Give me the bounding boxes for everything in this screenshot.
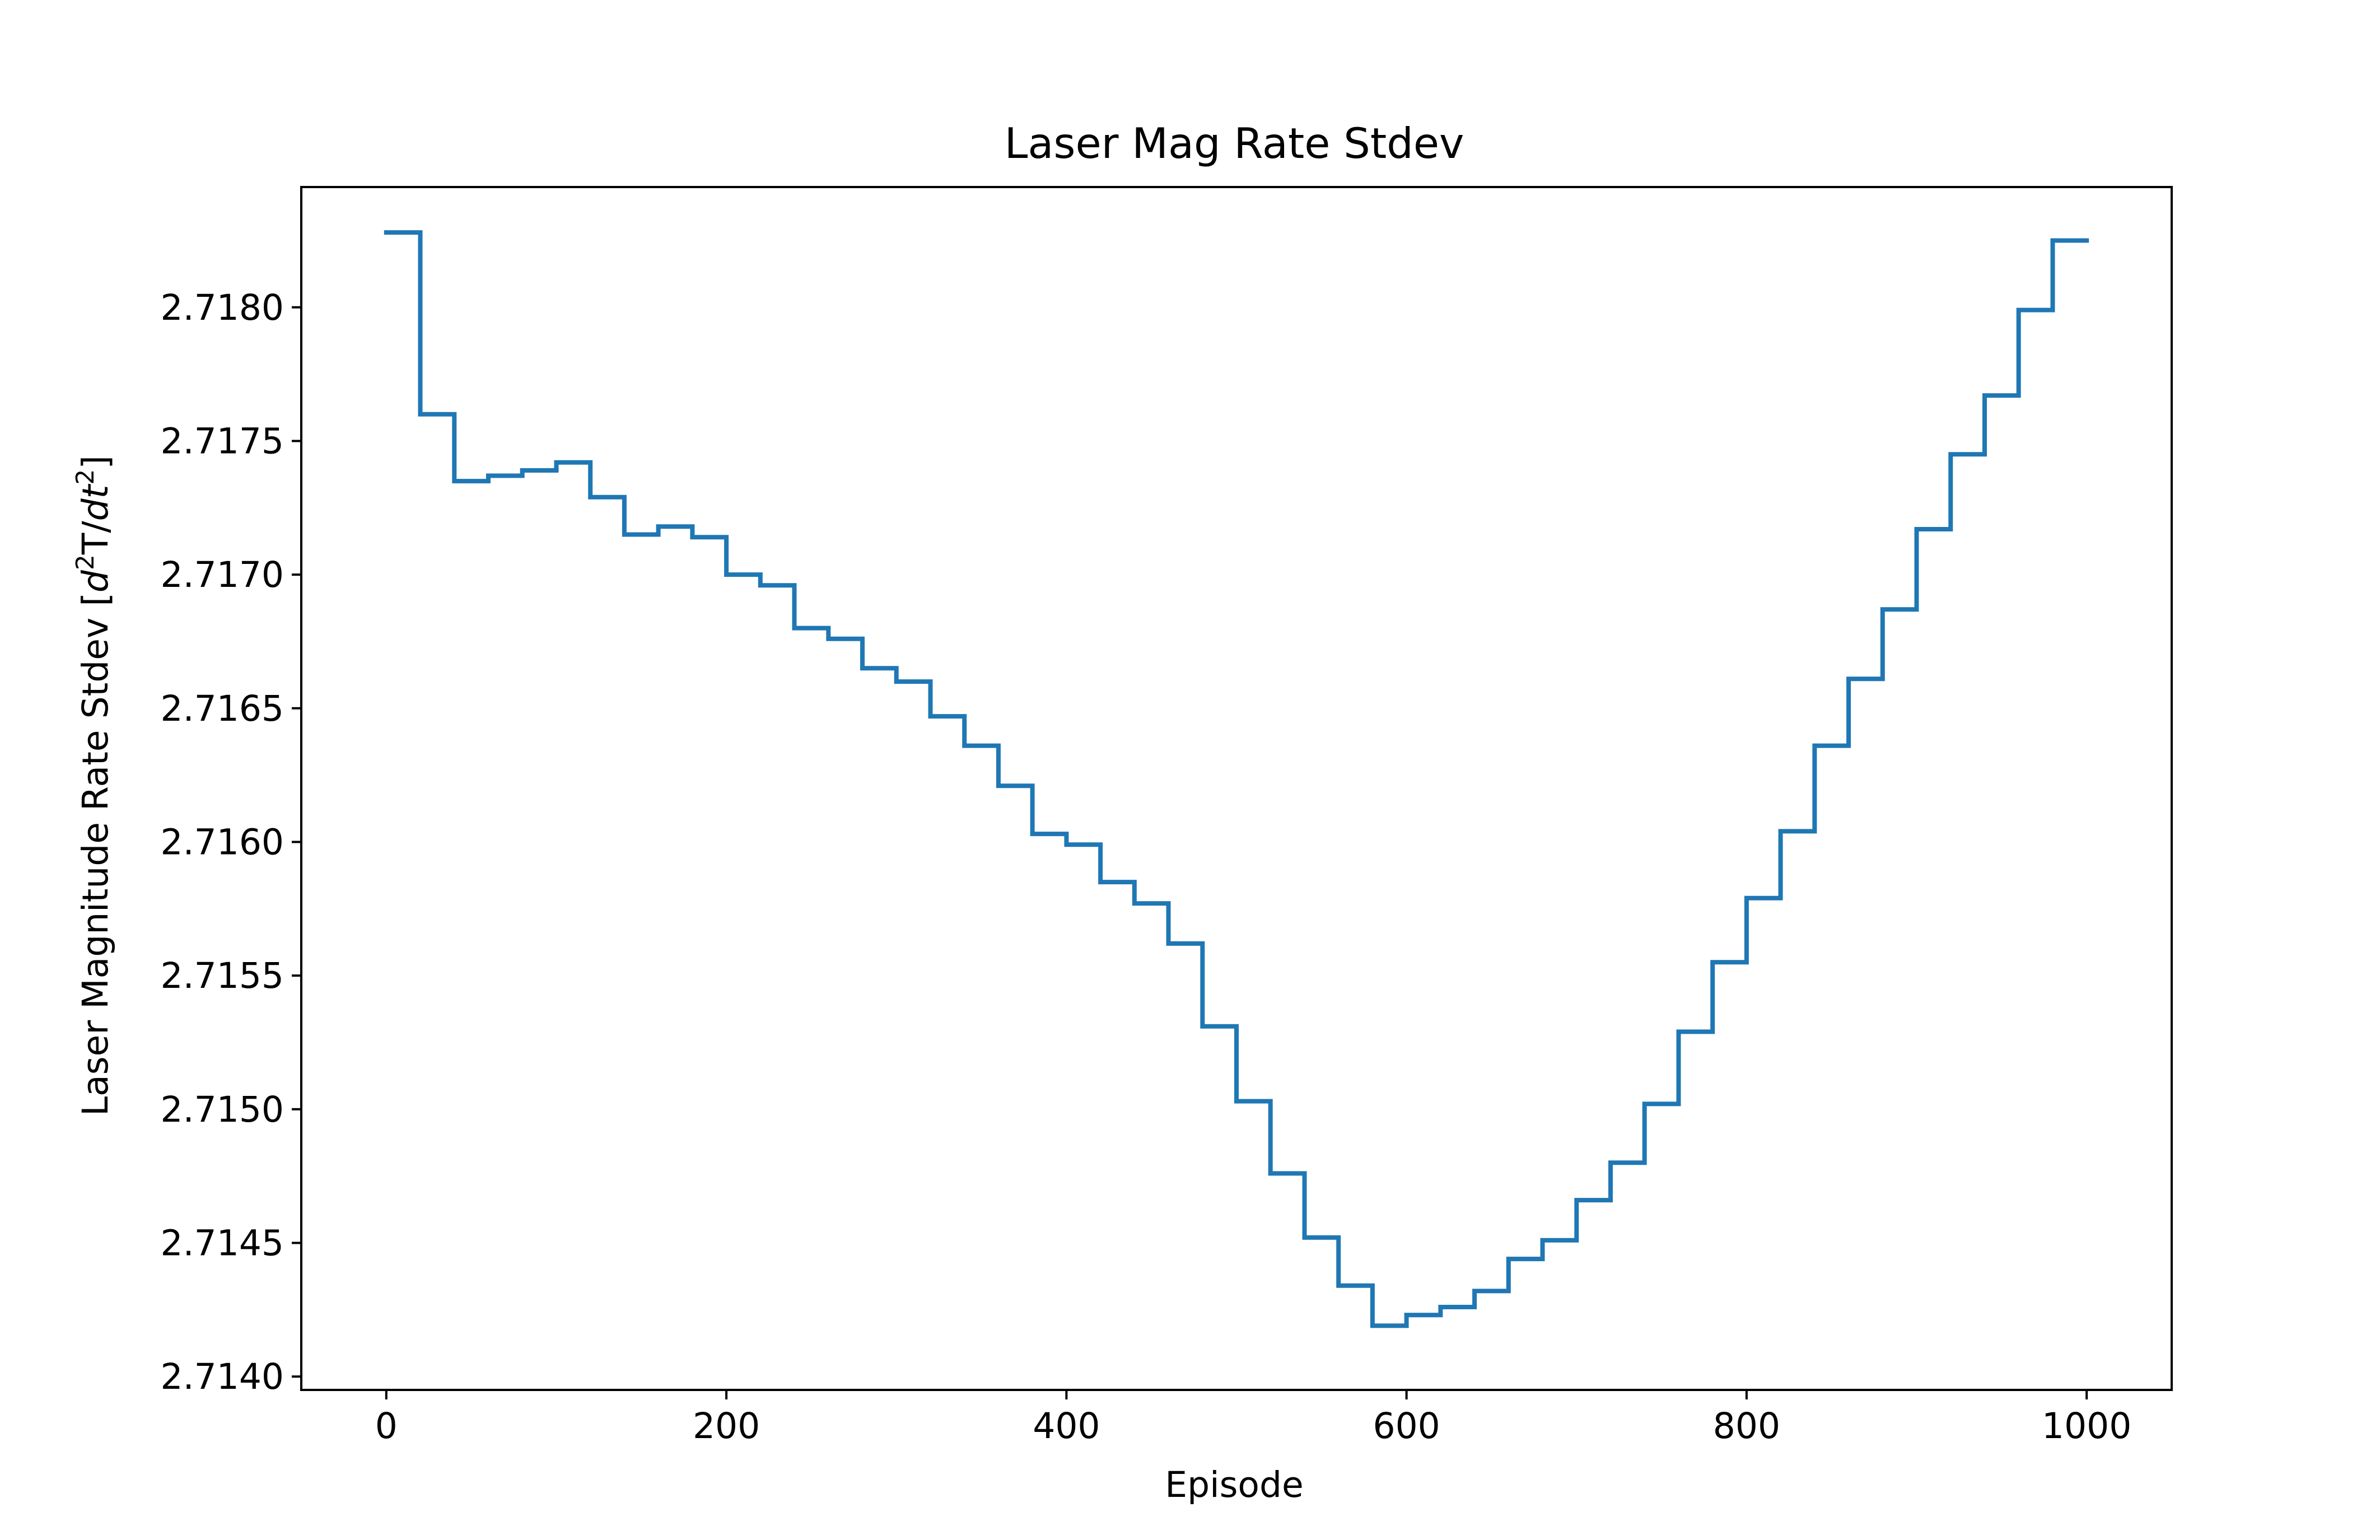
y-axis-label: Laser Magnitude Rate Stdev [d2T/dt2] — [71, 455, 116, 1116]
y-tick-label: 2.7175 — [161, 421, 284, 461]
y-axis-label-exp1: 2 — [71, 554, 100, 570]
y-axis-label-d2: dt — [75, 483, 116, 521]
x-axis-label: Episode — [1165, 1464, 1303, 1505]
x-axis: 0 200 400 600 800 1000 — [375, 1390, 2131, 1446]
y-tick-label: 2.7140 — [161, 1356, 284, 1397]
y-axis-label-d1: d — [75, 570, 116, 592]
x-tick-label: 800 — [1713, 1406, 1780, 1446]
x-tick-label: 600 — [1373, 1406, 1440, 1446]
plot-area — [300, 186, 2173, 1391]
x-tick-label: 0 — [375, 1406, 398, 1446]
chart-title: Laser Mag Rate Stdev — [1005, 119, 1464, 168]
y-axis-label-mid: T/ — [75, 521, 116, 555]
y-axis-label-prefix: Laser Magnitude Rate Stdev [ — [75, 592, 116, 1116]
y-tick-label: 2.7150 — [161, 1089, 284, 1130]
y-tick-label: 2.7165 — [161, 688, 284, 729]
y-axis-label-suffix: ] — [75, 455, 116, 469]
plot-frame — [300, 186, 2173, 1391]
y-axis: 2.7140 2.7145 2.7150 2.7155 2.7160 2.7165 2.71… — [161, 287, 301, 1397]
series-line — [384, 230, 2089, 1328]
y-tick-label: 2.7160 — [161, 822, 284, 862]
y-tick-label: 2.7170 — [161, 554, 284, 595]
x-tick-label: 400 — [1033, 1406, 1100, 1446]
y-tick-label: 2.7155 — [161, 955, 284, 996]
x-tick-label: 200 — [693, 1406, 760, 1446]
y-axis-label-exp2: 2 — [71, 469, 100, 485]
y-tick-label: 2.7180 — [161, 287, 284, 328]
y-tick-label: 2.7145 — [161, 1222, 284, 1263]
x-tick-label: 1000 — [2042, 1406, 2131, 1446]
